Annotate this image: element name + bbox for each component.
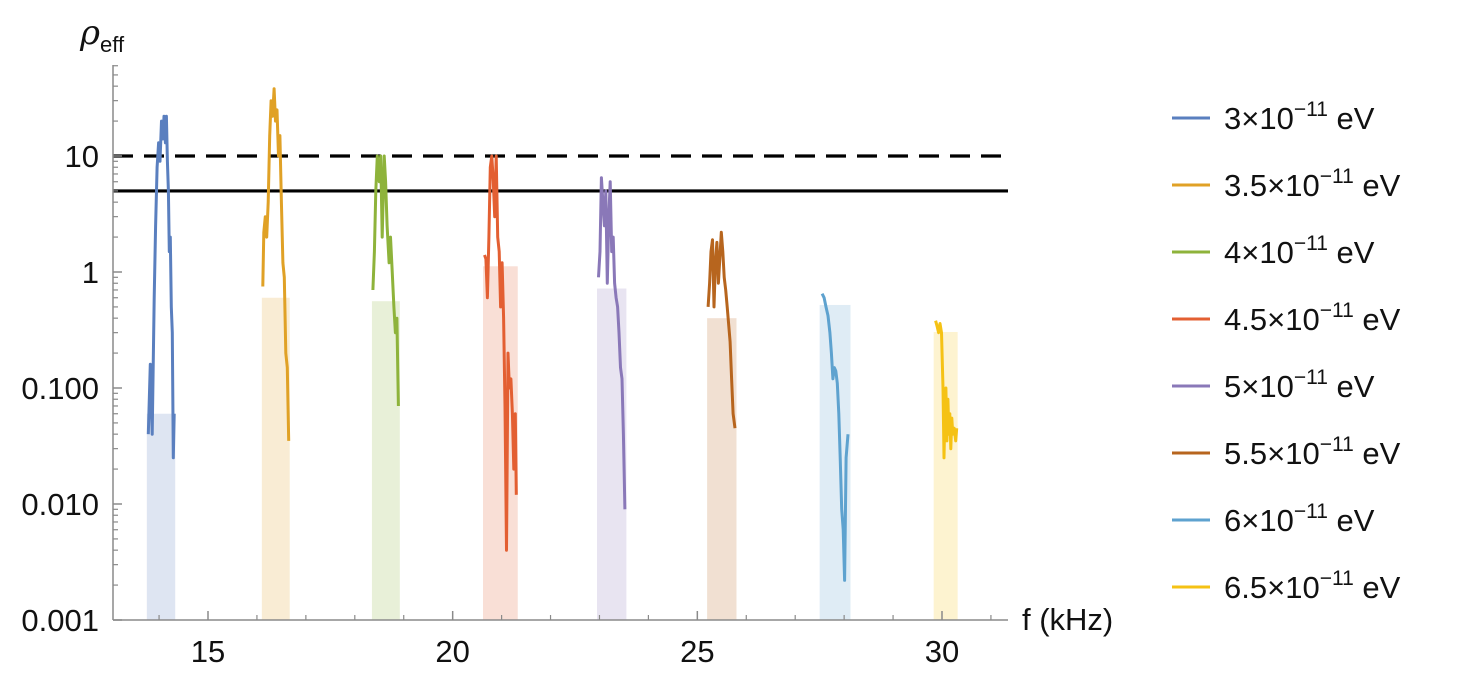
band-0 xyxy=(146,413,176,620)
legend-item: 4.5×10−11 eV xyxy=(1172,299,1401,337)
series-line-1 xyxy=(261,87,291,441)
reference-lines xyxy=(113,154,1008,193)
legend-item: 5.5×10−11 eV xyxy=(1172,433,1401,471)
legend-mantissa: 6×10 xyxy=(1224,503,1294,538)
series-line-2 xyxy=(371,154,400,407)
legend-unit: eV xyxy=(1328,503,1375,538)
y-tick-label: 0.010 xyxy=(21,487,99,522)
x-tick-label: 25 xyxy=(680,634,714,669)
series-line-3 xyxy=(483,154,518,552)
legend-mantissa: 4×10 xyxy=(1224,235,1294,270)
legend-item: 6.5×10−11 eV xyxy=(1172,567,1401,605)
legend-item: 6×10−11 eV xyxy=(1172,500,1375,538)
legend-unit: eV xyxy=(1328,101,1375,136)
legend-exponent: −11 xyxy=(1320,165,1354,188)
legend-mantissa: 5.5×10 xyxy=(1224,436,1320,471)
x-tick-label: 20 xyxy=(435,634,469,669)
x-tick-label: 30 xyxy=(925,634,959,669)
y-axis-label-symbol: ρ xyxy=(79,13,100,53)
x-tick-label: 15 xyxy=(191,634,225,669)
band-2 xyxy=(371,301,400,620)
legend-label: 5.5×10−11 eV xyxy=(1224,433,1401,471)
legend-mantissa: 5×10 xyxy=(1224,369,1294,404)
band-layer xyxy=(146,266,958,620)
legend-label: 6.5×10−11 eV xyxy=(1224,567,1401,605)
series-line-5 xyxy=(706,230,737,429)
legend-item: 5×10−11 eV xyxy=(1172,366,1375,404)
y-axis-label-subscript: eff xyxy=(100,32,125,57)
series-layer xyxy=(146,87,959,582)
legend-label: 4.5×10−11 eV xyxy=(1224,299,1401,337)
x-axis-label: f (kHz) xyxy=(1022,602,1113,637)
y-tick-label: 0.100 xyxy=(21,371,99,406)
y-tick-label: 10 xyxy=(65,139,99,174)
band-7 xyxy=(933,331,958,620)
series-line-6 xyxy=(820,293,850,582)
legend-mantissa: 4.5×10 xyxy=(1224,302,1320,337)
legend: 3×10−11 eV3.5×10−11 eV4×10−11 eV4.5×10−1… xyxy=(1172,98,1401,605)
legend-unit: eV xyxy=(1328,369,1375,404)
legend-exponent: −11 xyxy=(1294,98,1328,121)
legend-exponent: −11 xyxy=(1320,433,1354,456)
legend-unit: eV xyxy=(1354,302,1401,337)
legend-label: 3.5×10−11 eV xyxy=(1224,165,1401,203)
legend-exponent: −11 xyxy=(1294,500,1328,523)
legend-exponent: −11 xyxy=(1320,299,1354,322)
legend-label: 5×10−11 eV xyxy=(1224,366,1375,404)
legend-exponent: −11 xyxy=(1294,232,1328,255)
legend-label: 4×10−11 eV xyxy=(1224,232,1375,270)
band-4 xyxy=(597,288,627,620)
series-line-0 xyxy=(146,114,176,460)
series-line-4 xyxy=(597,176,627,510)
legend-mantissa: 3×10 xyxy=(1224,101,1294,136)
legend-unit: eV xyxy=(1354,168,1401,203)
legend-item: 3.5×10−11 eV xyxy=(1172,165,1401,203)
legend-item: 4×10−11 eV xyxy=(1172,232,1375,270)
y-tick-label: 1 xyxy=(82,255,99,290)
legend-label: 6×10−11 eV xyxy=(1224,500,1375,538)
legend-exponent: −11 xyxy=(1320,567,1354,590)
legend-item: 3×10−11 eV xyxy=(1172,98,1375,136)
y-tick-label: 0.001 xyxy=(21,603,99,638)
legend-mantissa: 3.5×10 xyxy=(1224,168,1320,203)
series-line-7 xyxy=(934,320,959,460)
y-axis-label: ρ eff xyxy=(79,13,125,57)
legend-unit: eV xyxy=(1354,570,1401,605)
legend-exponent: −11 xyxy=(1294,366,1328,389)
legend-unit: eV xyxy=(1354,436,1401,471)
legend-unit: eV xyxy=(1328,235,1375,270)
axes: 0.001 0.010 0.100 1 10 15 20 25 30 xyxy=(21,65,1008,669)
legend-mantissa: 6.5×10 xyxy=(1224,570,1320,605)
legend-label: 3×10−11 eV xyxy=(1224,98,1375,136)
